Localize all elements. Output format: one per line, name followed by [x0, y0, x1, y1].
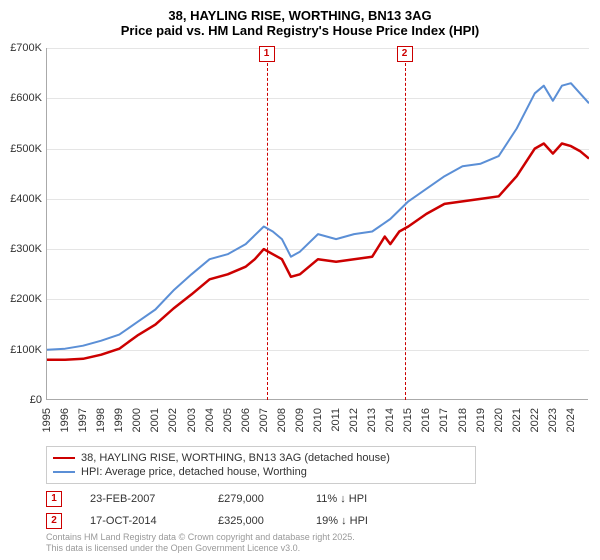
x-axis-label: 2019 — [475, 408, 487, 432]
title-line-1: 38, HAYLING RISE, WORTHING, BN13 3AG — [0, 8, 600, 23]
x-axis-label: 2001 — [149, 408, 161, 432]
y-axis-label: £500K — [10, 143, 42, 155]
x-axis-label: 1998 — [95, 408, 107, 432]
x-axis-label: 2005 — [222, 408, 234, 432]
sales-date: 23-FEB-2007 — [90, 493, 190, 505]
x-axis-label: 1997 — [77, 408, 89, 432]
sales-marker-icon: 2 — [46, 513, 62, 529]
legend-box: 38, HAYLING RISE, WORTHING, BN13 3AG (de… — [46, 446, 476, 484]
x-axis-label: 2003 — [186, 408, 198, 432]
sales-price: £325,000 — [218, 515, 288, 527]
x-axis-label: 2018 — [457, 408, 469, 432]
x-axis-label: 2004 — [204, 408, 216, 432]
y-axis-label: £0 — [30, 394, 42, 406]
x-axis-label: 2014 — [384, 408, 396, 432]
series-hpi — [47, 83, 589, 350]
y-axis-label: £200K — [10, 293, 42, 305]
footer-line-1: Contains HM Land Registry data © Crown c… — [46, 532, 355, 543]
chart-title-block: 38, HAYLING RISE, WORTHING, BN13 3AG Pri… — [0, 0, 600, 42]
chart-container: 12 £0£100K£200K£300K£400K£500K£600K£700K… — [46, 48, 588, 400]
x-axis-label: 2017 — [438, 408, 450, 432]
x-axis-label: 2022 — [529, 408, 541, 432]
y-axis-label: £100K — [10, 344, 42, 356]
x-axis-label: 2006 — [240, 408, 252, 432]
title-line-2: Price paid vs. HM Land Registry's House … — [0, 23, 600, 38]
legend-swatch — [53, 471, 75, 473]
x-axis-label: 2000 — [131, 408, 143, 432]
x-axis-label: 1995 — [41, 408, 53, 432]
legend-swatch — [53, 457, 75, 459]
x-axis-label: 1999 — [113, 408, 125, 432]
sales-date: 17-OCT-2014 — [90, 515, 190, 527]
chart-lines — [47, 48, 589, 400]
plot-area: 12 — [46, 48, 588, 400]
sales-row: 2 17-OCT-2014 £325,000 19% ↓ HPI — [46, 510, 406, 532]
x-axis-label: 2016 — [420, 408, 432, 432]
footer-text: Contains HM Land Registry data © Crown c… — [46, 532, 355, 554]
x-axis-label: 2024 — [565, 408, 577, 432]
footer-line-2: This data is licensed under the Open Gov… — [46, 543, 355, 554]
x-axis-label: 2008 — [276, 408, 288, 432]
x-axis-label: 2012 — [348, 408, 360, 432]
x-axis-label: 2015 — [402, 408, 414, 432]
x-axis-label: 2007 — [258, 408, 270, 432]
legend-label: HPI: Average price, detached house, Wort… — [81, 466, 307, 478]
x-axis-label: 2023 — [547, 408, 559, 432]
x-axis-label: 2013 — [366, 408, 378, 432]
x-axis-label: 1996 — [59, 408, 71, 432]
sales-table: 1 23-FEB-2007 £279,000 11% ↓ HPI 2 17-OCT-201… — [46, 488, 406, 532]
sales-marker-icon: 1 — [46, 491, 62, 507]
legend-row: HPI: Average price, detached house, Wort… — [53, 465, 469, 479]
sales-diff: 19% ↓ HPI — [316, 515, 406, 527]
legend-label: 38, HAYLING RISE, WORTHING, BN13 3AG (de… — [81, 452, 390, 464]
sales-diff: 11% ↓ HPI — [316, 493, 406, 505]
x-axis-label: 2021 — [511, 408, 523, 432]
y-axis-label: £600K — [10, 92, 42, 104]
y-axis-label: £300K — [10, 243, 42, 255]
x-axis-label: 2009 — [294, 408, 306, 432]
y-axis-label: £400K — [10, 193, 42, 205]
sales-row: 1 23-FEB-2007 £279,000 11% ↓ HPI — [46, 488, 406, 510]
x-axis-label: 2010 — [312, 408, 324, 432]
x-axis-label: 2002 — [167, 408, 179, 432]
x-axis-label: 2011 — [330, 408, 342, 432]
y-axis-label: £700K — [10, 42, 42, 54]
sales-price: £279,000 — [218, 493, 288, 505]
legend-row: 38, HAYLING RISE, WORTHING, BN13 3AG (de… — [53, 451, 469, 465]
x-axis-label: 2020 — [493, 408, 505, 432]
